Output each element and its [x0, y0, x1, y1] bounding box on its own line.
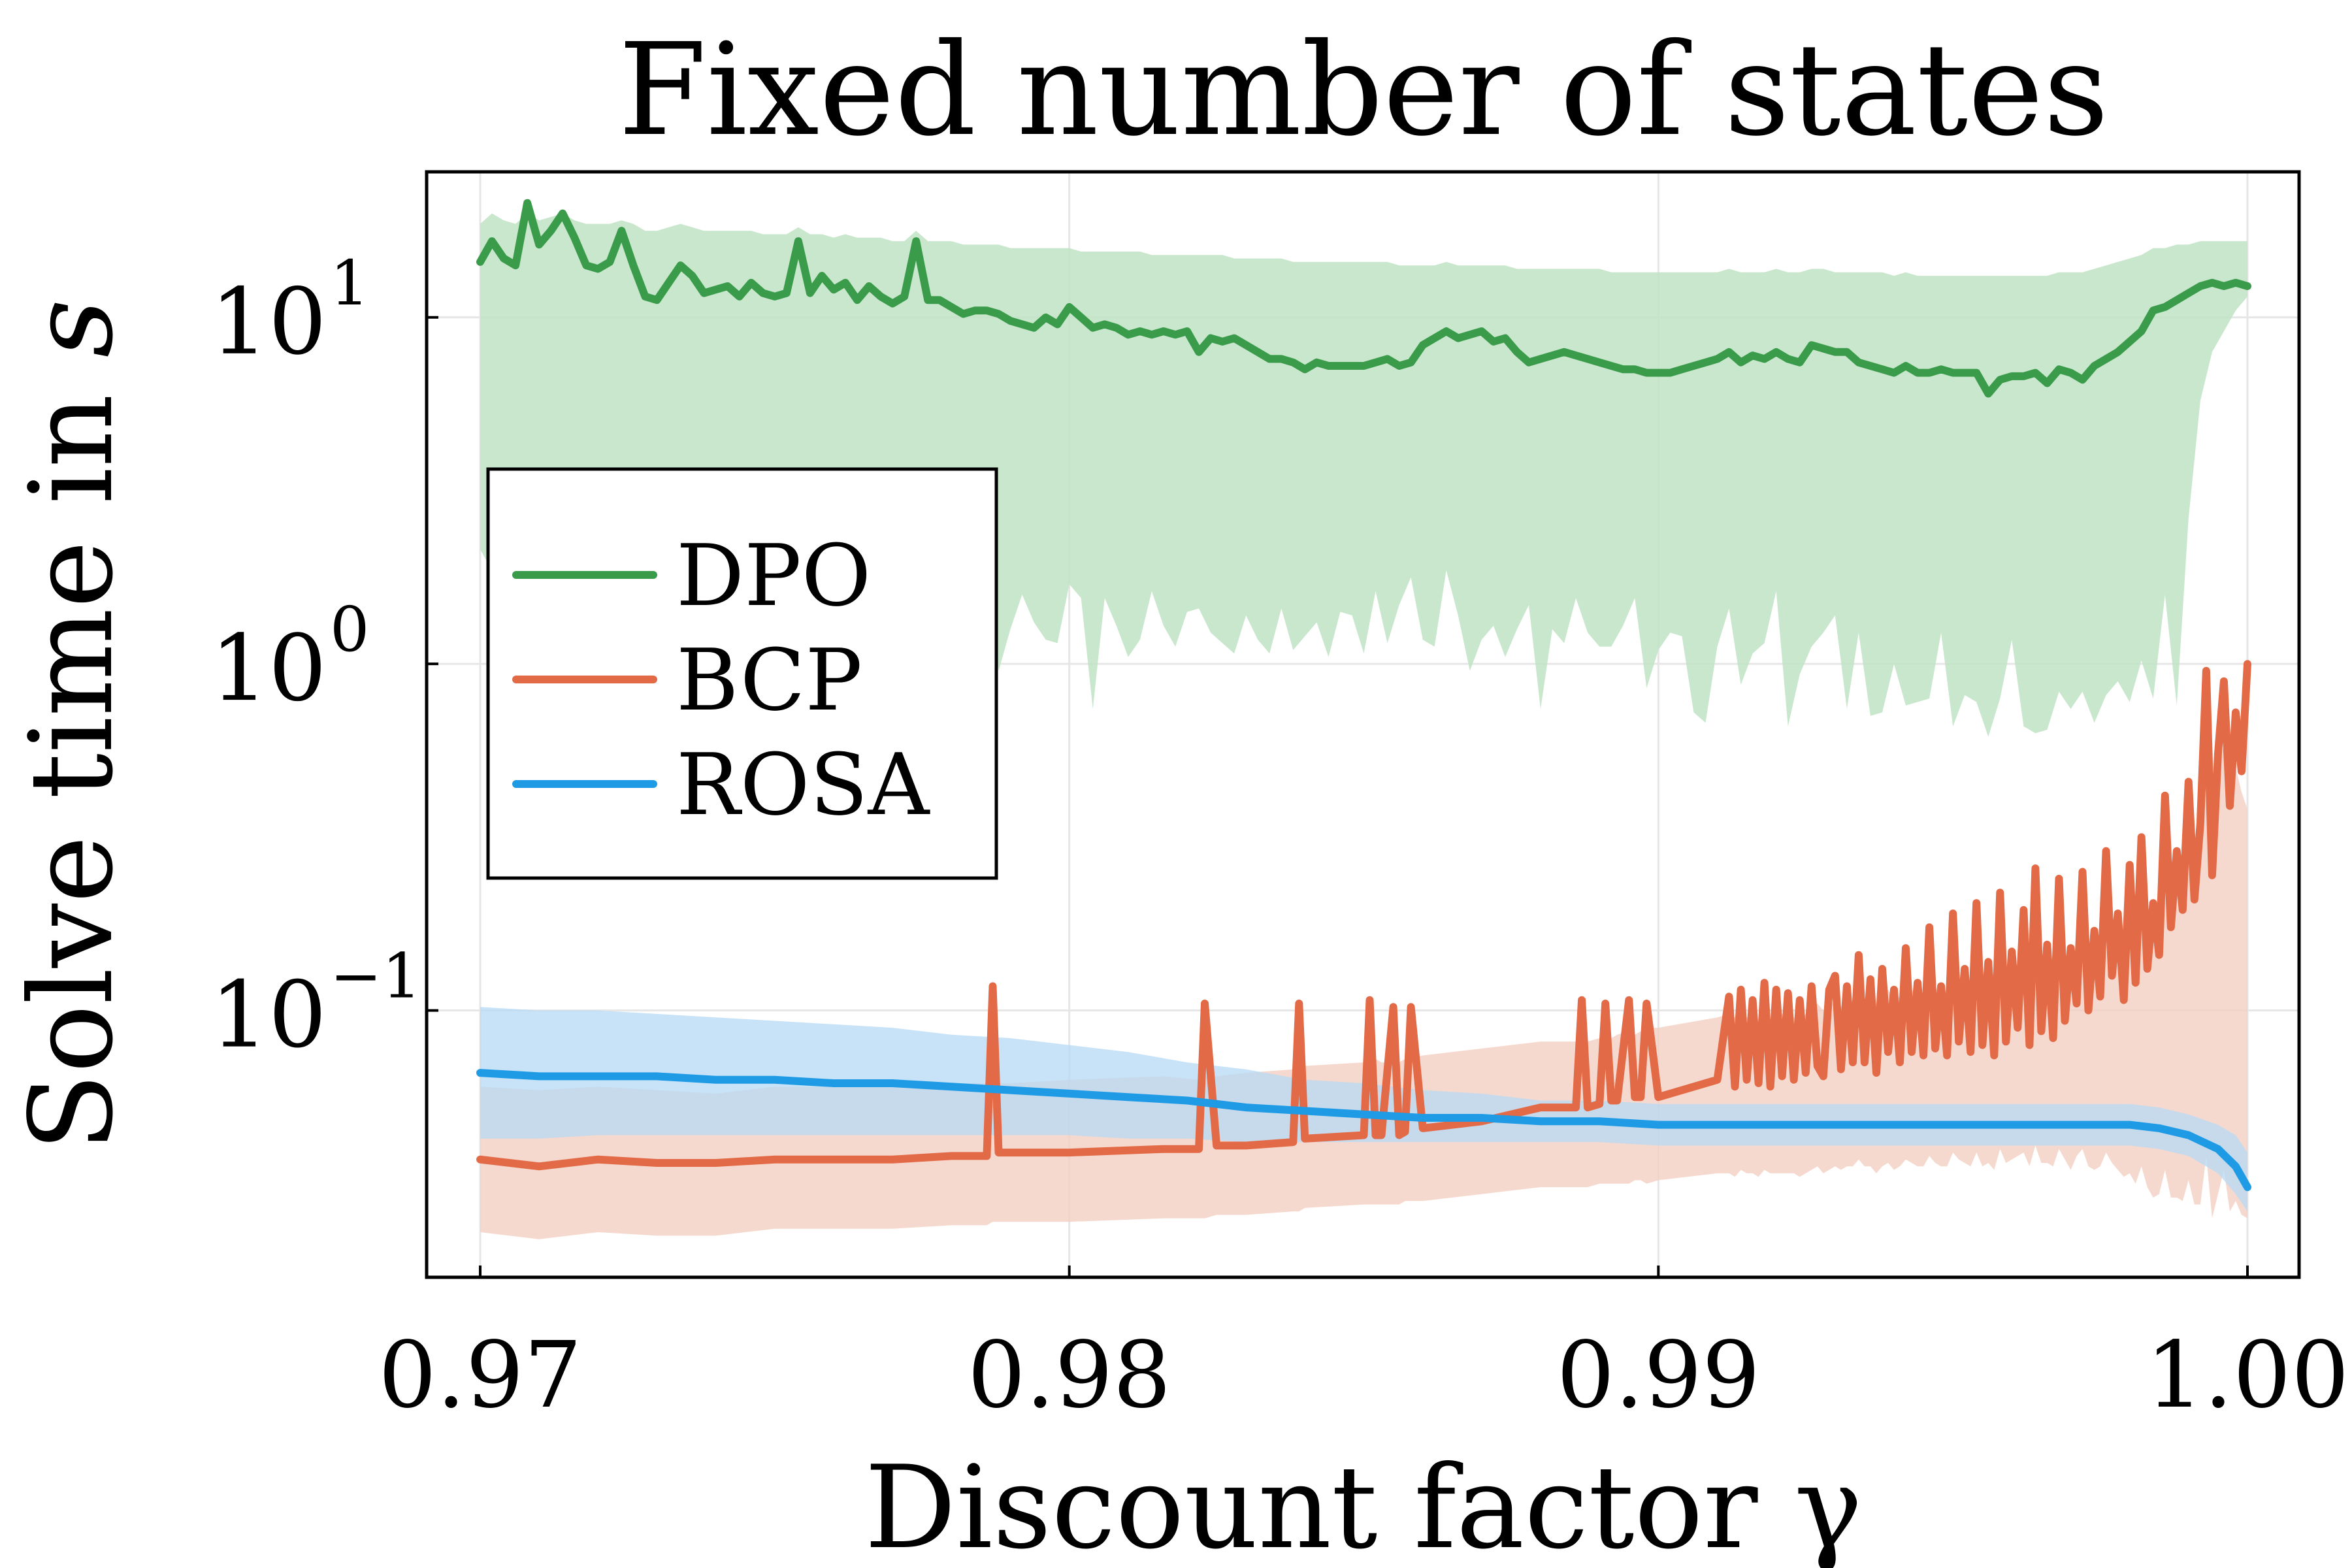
- y-tick-exponent: −1: [330, 941, 421, 1013]
- legend-box: [486, 467, 998, 880]
- y-axis-label: Solve time in s: [6, 299, 139, 1152]
- chart-title: Fixed number of states: [618, 16, 2108, 164]
- plot-frame: [425, 170, 2301, 1279]
- legend-label-bcp: BCP: [676, 630, 862, 730]
- y-tick-exponent: 1: [330, 248, 369, 319]
- y-tick-base: 10: [210, 962, 327, 1069]
- legend-label-rosa: ROSA: [676, 735, 931, 834]
- rosa-line: [476, 1069, 2251, 1192]
- series-lines: [476, 199, 2251, 1192]
- y-tick-base: 10: [210, 269, 327, 376]
- y-tick-exponent: 0: [330, 594, 369, 666]
- dpo-line: [476, 199, 2251, 398]
- x-tick-label: 0.99: [1556, 1322, 1760, 1429]
- x-tick-label: 0.97: [378, 1322, 582, 1429]
- bcp-line: [476, 660, 2251, 1171]
- x-axis-ticks: 0.97 0.98 0.99 1.00: [378, 1266, 2349, 1429]
- y-tick-label: 10 0: [210, 594, 370, 722]
- legend-label-dpo: DPO: [676, 526, 871, 625]
- y-axis-label-variable: s: [6, 299, 139, 358]
- x-tick-label: 0.98: [968, 1322, 1171, 1429]
- y-axis-label-text: Solve time in: [6, 357, 139, 1151]
- y-tick-label: 10 −1: [210, 941, 421, 1069]
- x-axis-label: Discount factor γ: [864, 1442, 1863, 1568]
- x-tick-label: 1.00: [2146, 1322, 2349, 1429]
- y-tick-label: 10 1: [210, 248, 370, 376]
- y-tick-base: 10: [210, 615, 327, 722]
